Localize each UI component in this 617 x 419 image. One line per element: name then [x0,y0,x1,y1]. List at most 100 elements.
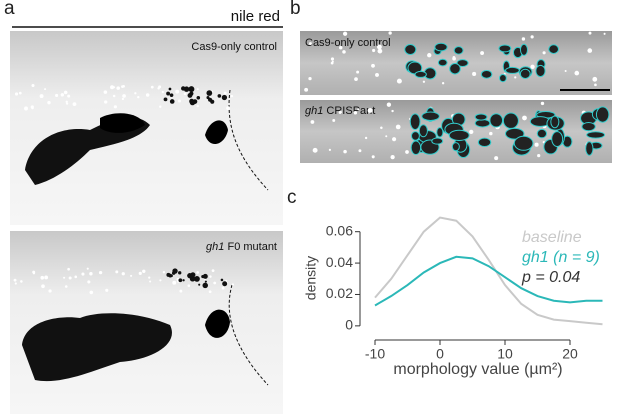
droplet [181,86,186,91]
lipid-dot [14,282,17,285]
lipid-dot [211,269,215,273]
lipid-droplet [550,115,560,129]
lipid-droplet [520,43,528,56]
x-tick-label: 0 [436,346,444,362]
blob [25,117,150,185]
lipid-dot [44,88,47,91]
lipid-droplet [505,127,525,140]
droplet [206,90,213,96]
lipid-dot [304,87,309,92]
lipid-dot [441,82,445,85]
lipid-dot [386,102,392,107]
lipid-dot [574,70,580,76]
lipid-dot [89,290,94,295]
droplet [202,282,208,289]
lipid-dot [65,102,69,105]
lipid-dot [380,126,383,130]
lipid-dot [68,276,72,280]
lipid-dot [31,83,35,88]
lipid-droplet [474,113,488,121]
lipid-dot [183,92,187,96]
lipid-dot [542,141,545,144]
lipid-dot [339,45,343,50]
lipid-droplet [505,66,520,74]
lipid-droplet [451,142,460,152]
lipid-dot [150,85,154,89]
droplet [221,94,228,101]
density-curve [374,216,603,326]
lipid-droplet [436,127,444,138]
droplet [169,99,175,104]
lipid-droplet [535,64,546,78]
droplet [204,280,207,283]
lipid-dot [469,129,474,135]
gene-name: gh1 [206,241,224,253]
lipid-dot [353,111,358,115]
lipid-droplet [474,119,491,128]
droplet [178,278,183,283]
lipid-dot [405,150,409,154]
lipid-dot [121,97,125,101]
lipid-dot [472,71,477,76]
droplet [217,94,222,98]
lipid-dot [208,290,212,294]
lipid-dot [388,31,392,35]
lipid-dot [372,48,376,53]
image-label-rest: F0 mutant [227,241,277,253]
lipid-dot [115,270,119,274]
lipid-dot [145,93,150,97]
lipid-droplet [536,128,548,139]
blob [205,309,230,338]
lipid-dot [74,275,78,279]
blob [205,120,228,145]
lipid-droplet [585,141,594,156]
lipid-dot [81,272,85,276]
lipid-dot [121,272,125,276]
lipid-droplet [404,44,417,55]
lipid-dot [331,60,334,63]
lipid-dot [342,50,346,54]
lipid-droplet [431,137,444,145]
lipid-droplet [595,106,610,123]
lipid-droplet [519,68,531,79]
lipid-dot [142,269,146,274]
droplet [170,274,173,278]
lipid-dot [489,131,493,136]
lipid-droplet [513,135,534,151]
lipid-dot [105,288,109,292]
y-tick-label: 0.06 [326,222,353,238]
lipid-dot [24,106,28,111]
lipid-dot [157,87,160,90]
lipid-dot [310,120,315,124]
lipid-droplet [453,46,464,55]
lipid-dot [196,104,199,108]
lipid-dot [588,31,592,35]
lipid-dot [103,90,108,94]
lipid-dot [67,94,71,98]
lipid-dot [134,92,137,95]
lipid-dot [44,275,49,280]
image-label-rest: CRISPant [326,105,375,117]
lipid-dot [65,100,68,103]
lipid-dot [116,86,120,90]
lipid-dot [18,91,22,95]
droplet [171,271,176,275]
micrograph: gh1 CRISPant [300,100,612,163]
lipid-dot [342,31,348,36]
lipid-dot [14,92,19,96]
lipid-dot [110,85,115,90]
droplet [187,93,193,98]
lipid-dot [161,90,164,94]
blob [22,313,172,382]
lipid-droplet [548,44,560,54]
lipid-dot [32,272,36,275]
lipid-droplet [586,131,606,139]
lipid-dot [213,281,217,285]
panel-label: b [290,0,301,19]
lipid-dot [55,93,59,98]
lipid-dot [390,154,395,160]
lipid-dot [41,284,45,289]
lipid-dot [223,91,227,95]
blob [100,113,145,133]
